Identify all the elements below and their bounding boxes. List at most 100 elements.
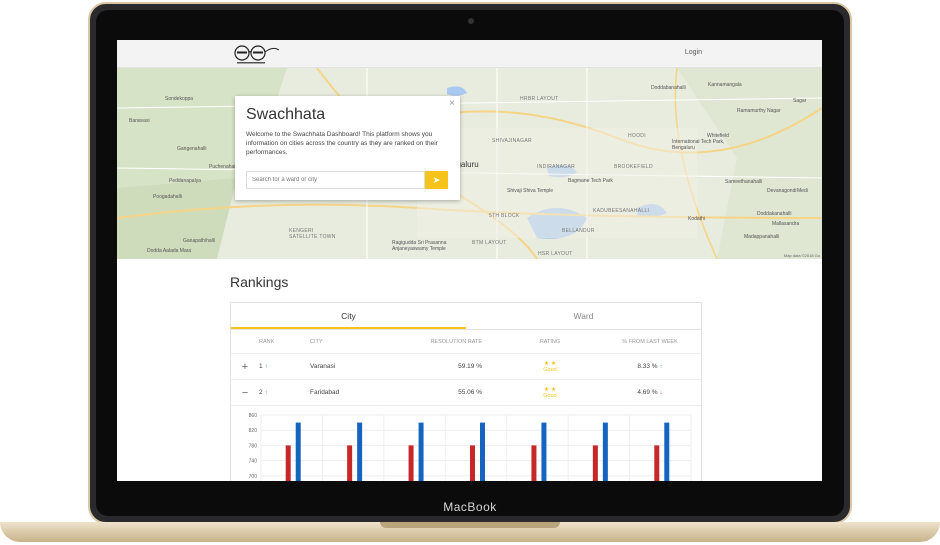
bar <box>347 445 353 481</box>
column-resolution-rate[interactable]: RESOLUTION RATE <box>430 338 482 345</box>
collapse-icon[interactable]: − <box>241 386 249 399</box>
bar <box>408 445 414 481</box>
map-place: Banavasi <box>129 118 150 124</box>
map-place: Gangenahalli <box>177 146 207 152</box>
map-place: Ramamurthy Nagar <box>737 108 781 114</box>
map-place: Shivajinagar <box>492 138 532 144</box>
rankings-heading: Rankings <box>230 274 289 290</box>
map-place: Doddakanahalli <box>757 211 792 217</box>
week-change-cell: 4.69 % ↓ <box>600 389 700 396</box>
bar <box>602 422 608 481</box>
map-place: Brookefield <box>614 164 653 170</box>
map-view[interactable]: Sondekoppa Banavasi Gangenahalli Peddana… <box>117 68 822 259</box>
bar <box>418 422 424 481</box>
bar <box>592 445 598 481</box>
y-tick-label: 820 <box>249 428 258 434</box>
map-place: BTM Layout <box>472 240 507 246</box>
bar <box>654 445 660 481</box>
rating-label: Good <box>543 392 557 399</box>
map-place: Doddabanahalli <box>651 85 686 91</box>
search-bar: ➤ <box>246 171 448 189</box>
column-city[interactable]: CITY <box>310 338 323 345</box>
column-rank[interactable]: RANK <box>259 338 275 345</box>
table-row[interactable]: + 1 ↑ Varanasi 59.19 % ★ ★ Good 8.33 % ↑ <box>231 354 701 380</box>
bar <box>541 422 547 481</box>
login-link[interactable]: Login <box>684 49 702 56</box>
map-place: 5th Block <box>489 213 520 219</box>
bar <box>357 422 363 481</box>
top-navbar: Login <box>117 40 822 68</box>
map-place: Kengeri Satellite Town <box>289 228 336 240</box>
map-place: Whitefield <box>707 133 729 139</box>
map-place: Mallasandra <box>772 221 800 227</box>
map-place: Sameethanahalli <box>725 179 763 185</box>
expanded-row-chart: 860820780740700660 <box>231 407 701 481</box>
week-change-value: 4.69 % <box>637 389 658 396</box>
rating-stars-icon: ★ ★ <box>543 386 557 393</box>
map-place: International Tech Park, Bengaluru <box>672 139 725 151</box>
table-header: RANK CITY RESOLUTION RATE RATING % FROM … <box>231 330 701 354</box>
rating-cell: ★ ★ Good <box>500 361 600 373</box>
rating-stars-icon: ★ ★ <box>543 360 557 367</box>
welcome-info-card: × Swachhata Welcome to the Swachhata Das… <box>235 96 460 200</box>
arrow-up-icon: ↑ <box>264 389 268 396</box>
y-tick-label: 740 <box>249 459 258 465</box>
bar <box>285 445 291 481</box>
map-place: Sondekoppa <box>165 96 194 102</box>
search-input[interactable] <box>246 171 425 189</box>
map-place: Sagar <box>793 98 807 104</box>
y-tick-label: 700 <box>249 474 258 480</box>
map-place: Peddanapalya <box>169 178 201 184</box>
tab-city[interactable]: City <box>231 303 466 329</box>
map-place: Kadubeesanahalli <box>593 208 650 214</box>
bar <box>470 445 475 481</box>
map-place: Shivaji Shiva Temple <box>507 188 554 194</box>
week-change-value: 8.33 % <box>637 363 658 370</box>
rank-cell: 1 ↑ <box>259 363 310 370</box>
column-week-change[interactable]: % FROM LAST WEEK <box>622 338 678 345</box>
bar <box>480 422 485 481</box>
map-credit: Map data ©2018 Go <box>783 253 820 258</box>
map-place: Bellandur <box>562 228 595 234</box>
rankings-panel: City Ward RANK CITY RESOLUTION RATE RATI… <box>230 302 702 481</box>
map-city-label: ngaluru <box>452 160 479 169</box>
card-description: Welcome to the Swachhata Dashboard! This… <box>246 131 438 156</box>
rating-cell: ★ ★ Good <box>500 387 600 399</box>
column-rating[interactable]: RATING <box>539 338 561 345</box>
city-name: Faridabad <box>310 389 340 396</box>
laptop-notch <box>380 522 560 528</box>
expand-icon[interactable]: + <box>241 360 249 373</box>
device-brand: MacBook <box>443 500 497 514</box>
rankings-tabs: City Ward <box>231 303 701 330</box>
rank-cell: 2 ↑ <box>259 389 310 396</box>
map-place: Poogadahalli <box>153 194 182 200</box>
tab-ward[interactable]: Ward <box>573 311 594 321</box>
map-place: Madappanahalli <box>744 234 780 240</box>
city-name: Varanasi <box>310 363 336 370</box>
map-place: Bagmane Tech Park <box>568 178 613 184</box>
search-submit-button[interactable]: ➤ <box>425 171 448 189</box>
arrow-up-icon: ↑ <box>264 363 268 370</box>
rank-value: 1 <box>259 363 263 370</box>
map-place: HRBR Layout <box>520 96 559 102</box>
map-place: Kannamangala <box>708 82 742 88</box>
y-tick-label: 780 <box>249 443 258 449</box>
resolution-rate: 59.19 % <box>458 363 482 370</box>
rating-label: Good <box>543 366 557 373</box>
swachh-bharat-logo-icon[interactable] <box>229 44 281 66</box>
y-tick-label: 860 <box>249 413 258 419</box>
bar <box>531 445 537 481</box>
arrow-up-icon: ↑ <box>659 363 663 370</box>
map-place: Medi <box>797 188 808 194</box>
resolution-rate: 55.06 % <box>458 389 482 396</box>
table-row[interactable]: − 2 ↑ Faridabad 55.06 % ★ ★ Good 4.69 % … <box>231 380 701 406</box>
week-change-cell: 8.33 % ↑ <box>600 363 700 370</box>
map-place: Ragigudda Sri Prasanna Anjaneyaswamy Tem… <box>392 240 447 252</box>
send-arrow-icon: ➤ <box>432 174 441 185</box>
card-title: Swachhata <box>246 106 326 123</box>
close-icon[interactable]: × <box>449 98 455 109</box>
rank-value: 2 <box>259 389 263 396</box>
map-place: Puchenahalli <box>209 164 238 170</box>
laptop-base <box>0 522 940 542</box>
